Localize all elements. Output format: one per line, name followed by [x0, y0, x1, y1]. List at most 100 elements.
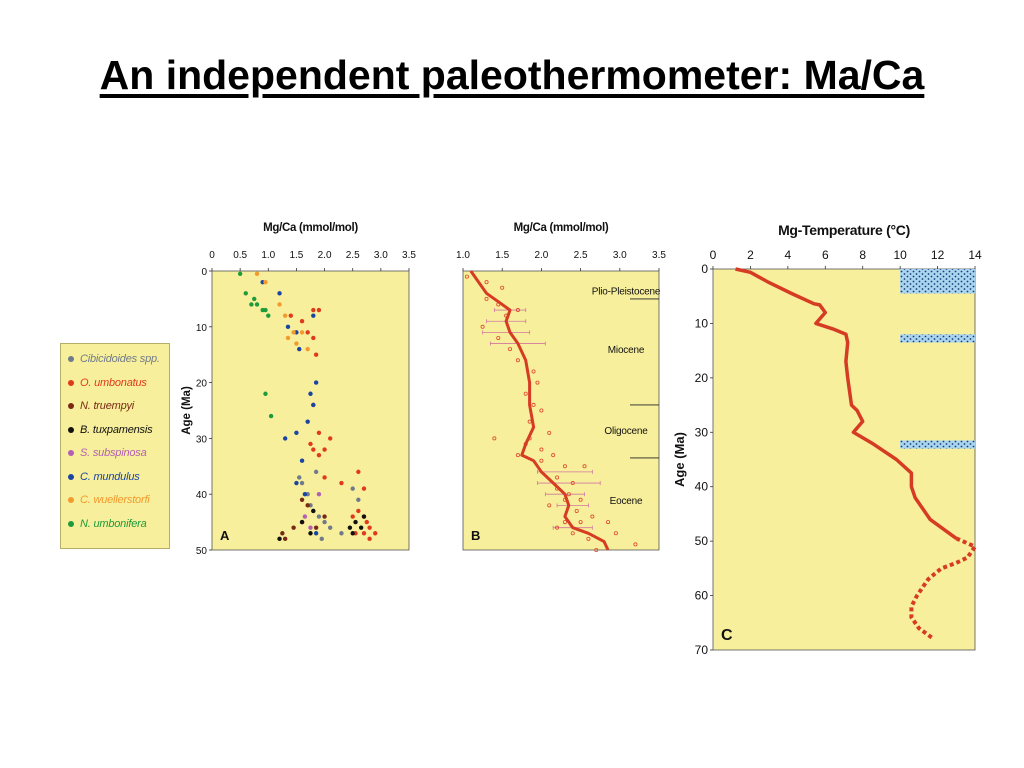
y-tick-label: 20: [196, 379, 208, 390]
y-tick-label: 50: [695, 534, 709, 548]
x-tick-label: 0: [710, 248, 717, 262]
data-point: [547, 503, 552, 508]
data-point: [515, 308, 520, 313]
legend-item: C. wuellerstorfi: [68, 494, 150, 506]
data-point: [539, 447, 544, 452]
data-point: [515, 453, 520, 458]
data-point: [294, 480, 299, 486]
data-point: [322, 519, 327, 525]
data-point: [316, 514, 322, 519]
data-point: [308, 391, 313, 396]
data-point: [254, 271, 260, 276]
legend-label: S. subspinosa: [80, 447, 147, 460]
legend-item: B. tuxpamensis: [68, 424, 153, 436]
y-axis-title: Age (Ma): [672, 432, 687, 487]
data-point: [277, 302, 282, 307]
data-point: [243, 291, 248, 296]
data-point: [339, 531, 344, 536]
legend-dot: [68, 403, 74, 410]
x-tick-label: 1.5: [289, 250, 303, 261]
data-point: [302, 492, 308, 497]
data-point: [277, 536, 282, 542]
y-tick-label: 0: [701, 262, 708, 276]
chart-panel-b: Mg/Ca (mmol/mol) 1.0 1.5 2.0 2.5 3.0 3.5 B Plio-…: [456, 222, 666, 553]
data-point: [613, 531, 618, 536]
data-point: [313, 531, 319, 536]
data-point: [294, 341, 299, 346]
data-point: [277, 291, 282, 296]
legend-label: O. umbonatus: [80, 376, 147, 389]
y-tick-label: 30: [695, 425, 709, 439]
data-point: [305, 330, 310, 335]
data-point: [322, 514, 327, 519]
data-point: [339, 480, 344, 486]
data-point: [586, 536, 591, 541]
data-point: [297, 475, 302, 480]
data-point: [291, 330, 296, 335]
data-point: [578, 520, 583, 525]
data-point: [484, 296, 489, 301]
data-point: [358, 525, 364, 530]
legend-label: N. truempyi: [80, 400, 135, 413]
data-point: [305, 346, 310, 352]
data-point: [282, 536, 288, 542]
epoch-label: Eocene: [610, 496, 643, 507]
x-tick-label: 3.0: [613, 250, 627, 261]
y-tick-label: 10: [196, 323, 208, 334]
legend-item: C. mundulus: [68, 471, 140, 483]
data-point: [288, 313, 293, 318]
y-tick-label: 70: [695, 643, 709, 657]
data-point: [535, 380, 540, 385]
data-point: [299, 480, 305, 486]
data-point: [367, 525, 372, 530]
legend-label: Cibicidoides spp.: [80, 353, 160, 366]
temperature-curve-dashed: [909, 536, 979, 641]
legend-label: C. wuellerstorfi: [80, 494, 150, 507]
data-point: [562, 464, 567, 469]
data-point: [311, 508, 316, 514]
data-point: [555, 525, 560, 530]
data-point: [582, 464, 587, 469]
data-point: [350, 486, 355, 491]
data-point: [562, 520, 567, 525]
data-point: [266, 313, 271, 318]
legend-dot: [68, 450, 74, 457]
data-point: [500, 285, 505, 290]
x-tick-label: 10: [893, 248, 907, 262]
x-tick-label: 1.0: [456, 250, 470, 261]
x-tick-label: 2.0: [534, 250, 548, 261]
slide-title: An independent paleothermometer: Ma/Ca: [99, 52, 925, 98]
data-point: [313, 380, 319, 385]
legend-item: N. truempyi: [68, 400, 134, 412]
legend-item: O. umbonatus: [68, 377, 147, 389]
data-point: [328, 436, 333, 441]
data-point: [322, 447, 327, 452]
data-point: [249, 302, 254, 307]
data-point: [492, 436, 497, 441]
data-point: [531, 402, 536, 407]
x-tick-label: 2: [747, 248, 754, 262]
data-point: [328, 525, 333, 530]
data-point: [606, 520, 611, 525]
data-point: [263, 391, 268, 396]
data-point: [347, 525, 353, 530]
data-point: [302, 514, 308, 519]
data-point: [263, 279, 268, 285]
x-tick-label: 3.5: [402, 250, 416, 261]
data-point: [308, 531, 313, 536]
data-point: [311, 402, 316, 408]
data-point: [480, 324, 485, 329]
chart-panel-c: Mg-Temperature (°C) 0 2 4 6 8 10 12 14 0 10 20 30 40 5…: [672, 222, 982, 657]
data-point: [531, 369, 536, 374]
x-axis-title: Mg-Temperature (°C): [778, 222, 910, 238]
data-point: [299, 519, 305, 525]
data-point: [633, 542, 638, 547]
data-point: [350, 531, 355, 536]
data-point: [574, 508, 579, 513]
y-tick-label: 10: [695, 316, 709, 330]
data-point: [299, 319, 305, 324]
data-point: [566, 492, 571, 497]
data-point: [285, 324, 291, 329]
data-point: [322, 475, 327, 480]
data-point: [282, 436, 288, 441]
